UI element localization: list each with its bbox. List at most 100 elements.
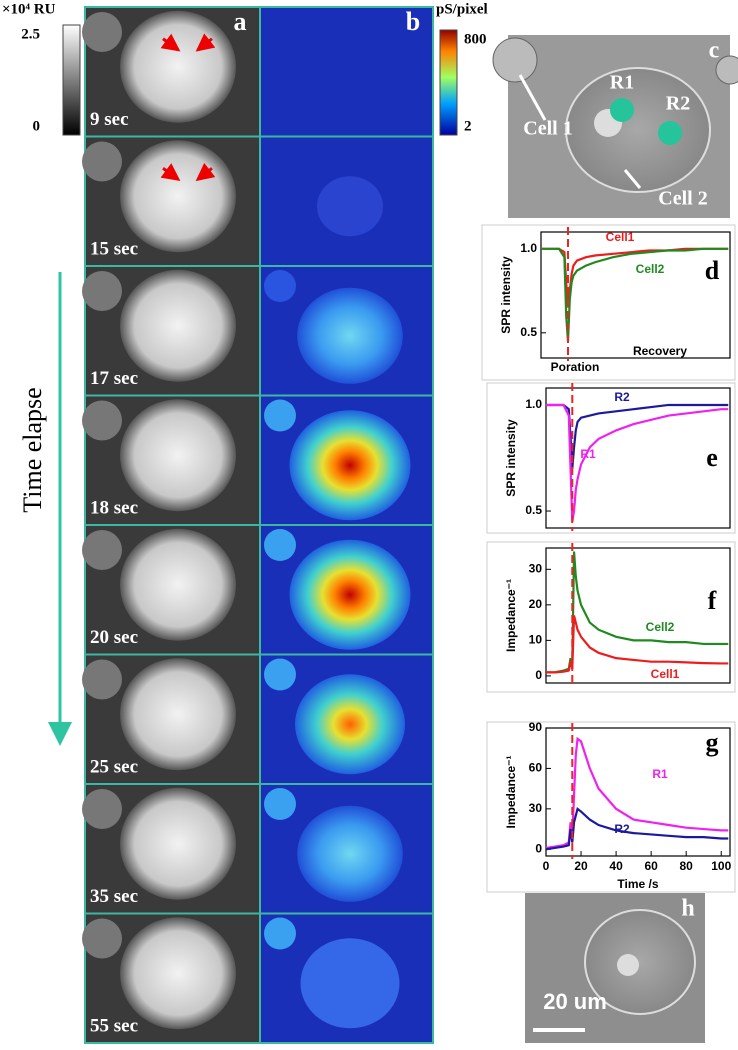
time-label: 20 sec: [90, 627, 138, 648]
colorbar-unit: ×10⁴ RU: [2, 1, 56, 17]
pointer: [518, 74, 547, 121]
time-label: 35 sec: [90, 886, 138, 907]
x-axis-label: Time /s: [617, 877, 658, 891]
y-tick-label: 0.5: [520, 325, 537, 339]
panel-letter: e: [706, 443, 718, 472]
series-label: Cell1: [606, 230, 635, 244]
y-tick-label: 60: [529, 761, 543, 775]
pointer: [623, 169, 642, 189]
arrow: [195, 162, 216, 182]
cell: [492, 37, 538, 83]
annotation: Poration: [551, 360, 600, 374]
y-tick-label: 30: [529, 561, 543, 575]
colorbar-tick-label: 2.5: [21, 26, 40, 42]
cell-blob: [82, 271, 122, 311]
cell: [715, 55, 738, 85]
colorbar-a: [62, 24, 81, 136]
cell-blob: [120, 528, 236, 641]
cell: [565, 67, 711, 193]
conductance-blob: [297, 805, 403, 902]
series-label: Cell2: [646, 620, 675, 634]
panel-letter: g: [706, 728, 719, 757]
plot-frame: [545, 727, 731, 857]
arrow: [160, 33, 181, 52]
x-tick-label: 40: [609, 859, 623, 873]
cell-blob: [120, 658, 236, 771]
nucleus: [617, 954, 639, 976]
roi-label: R2: [666, 93, 690, 115]
arrow: [160, 163, 181, 182]
chart-box: [481, 224, 736, 381]
series-label: Cell1: [651, 667, 680, 681]
cell-blob: [120, 399, 236, 512]
cell-blob: [82, 141, 122, 182]
series-line: [541, 247, 729, 342]
cell-blob: [120, 787, 236, 900]
series-label: R1: [652, 767, 668, 781]
chart-box: [486, 721, 736, 893]
y-axis-label: Impedance⁻¹: [504, 755, 518, 828]
y-axis-label: Impedance⁻¹: [504, 579, 518, 652]
cell-blob: [264, 399, 296, 432]
chart-box: [486, 541, 736, 693]
y-tick-label: 1.0: [525, 397, 542, 411]
cell-blob: [120, 10, 236, 123]
time-label: 9 sec: [90, 109, 129, 130]
cell-blob: [264, 270, 296, 302]
y-axis-label: SPR intensity: [504, 419, 518, 497]
conductance-blob: [289, 539, 411, 650]
time-label: 17 sec: [90, 368, 138, 389]
colorbar-unit: pS/pixel: [436, 1, 488, 17]
conductance-blob: [289, 410, 411, 521]
y-tick-label: 90: [529, 720, 543, 734]
x-tick-label: 100: [711, 859, 731, 873]
cell-blob: [82, 918, 122, 959]
series-label: R2: [614, 390, 630, 404]
cell-blob: [120, 269, 236, 382]
x-tick-label: 20: [574, 859, 588, 873]
time-label: Time elapse: [18, 387, 47, 512]
y-tick-label: 10: [529, 633, 543, 647]
panel-letter: b: [406, 7, 420, 36]
series-label: R2: [614, 822, 630, 836]
x-tick-label: 60: [644, 859, 658, 873]
cell-blob: [264, 917, 296, 950]
x-tick-label: 0: [543, 859, 550, 873]
charts: 0.5 1.0 SPR intensity Cell1 Cell2 d Poration Re…: [481, 224, 736, 893]
colorbar-tick-label: 2: [464, 118, 472, 134]
roi: [610, 98, 634, 122]
cell-label: Cell 1: [523, 118, 572, 140]
conductance-blob: [295, 674, 405, 775]
panel-letter: c: [709, 38, 720, 64]
panel-letter: f: [708, 586, 717, 615]
y-tick-label: 0: [535, 668, 542, 682]
image-panels: 9 sec 15 sec 17 sec 18 sec 20 sec 25 sec 35 se…: [82, 6, 434, 1044]
plot-frame: [545, 387, 731, 529]
time-label: 18 sec: [90, 497, 138, 518]
series-line: [546, 615, 729, 674]
y-tick-label: 0: [535, 841, 542, 855]
colorbar-tick-label: 0: [33, 118, 41, 134]
panel-letter: a: [234, 7, 247, 36]
series-label: Cell2: [636, 262, 665, 276]
cell-label: Cell 2: [658, 188, 707, 210]
series-label: R1: [580, 447, 596, 461]
y-tick-label: 0.5: [525, 503, 542, 517]
panel-letter: h: [681, 896, 694, 922]
y-tick-label: 30: [529, 801, 543, 815]
cell-blob: [82, 400, 122, 441]
series-line: [546, 403, 729, 522]
colorbar-b: [439, 29, 458, 136]
image-b: [259, 6, 434, 138]
y-axis-label: SPR intensity: [499, 256, 513, 334]
arrow: [195, 33, 216, 52]
cell-blob: [120, 917, 236, 1030]
colorbar-tick-label: 800: [464, 31, 487, 47]
cell-blob: [120, 140, 236, 253]
conductance-blob: [317, 176, 383, 237]
cell-blob: [82, 659, 122, 700]
roi: [658, 121, 682, 145]
cell-blob: [82, 12, 122, 52]
series-line: [546, 403, 729, 469]
